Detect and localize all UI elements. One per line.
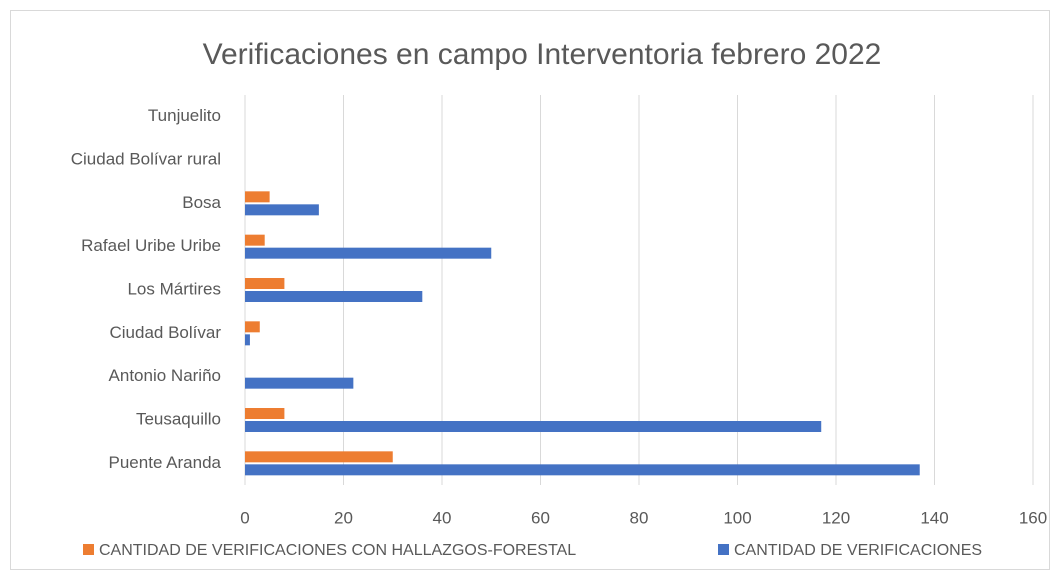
legend-swatch [83, 544, 94, 555]
bar [245, 234, 265, 246]
y-tick-label: Bosa [182, 193, 221, 212]
bar [245, 204, 319, 216]
y-tick-label: Rafael Uribe Uribe [81, 236, 221, 255]
bar [245, 334, 250, 346]
legend-label: CANTIDAD DE VERIFICACIONES CON HALLAZGOS… [99, 542, 576, 559]
chart-frame [10, 10, 1050, 570]
y-tick-label: Teusaquillo [136, 409, 221, 428]
bar [245, 377, 354, 389]
x-tick-label: 0 [240, 508, 249, 527]
x-tick-label: 20 [334, 508, 353, 527]
bar [245, 464, 920, 476]
bar [245, 191, 270, 203]
legend: CANTIDAD DE VERIFICACIONES CON HALLAZGOS… [83, 542, 982, 559]
y-tick-label: Puente Aranda [109, 453, 222, 472]
x-tick-label: 80 [630, 508, 649, 527]
chart-title: Verificaciones en campo Interventoria fe… [203, 38, 882, 71]
x-tick-label: 60 [531, 508, 550, 527]
y-tick-label: Tunjuelito [148, 106, 221, 125]
x-tick-label: 160 [1019, 508, 1047, 527]
bar [245, 247, 492, 259]
legend-label: CANTIDAD DE VERIFICACIONES [734, 542, 982, 559]
x-tick-label: 120 [822, 508, 850, 527]
bar [245, 291, 423, 302]
y-tick-label: Los Mártires [127, 279, 221, 298]
bar [245, 278, 285, 289]
bar [245, 408, 285, 419]
x-tick-label: 140 [920, 508, 948, 527]
legend-swatch [718, 544, 729, 555]
bar [245, 421, 822, 432]
bar [245, 451, 393, 463]
y-tick-label: Ciudad Bolívar [109, 323, 221, 342]
bar [245, 321, 260, 333]
y-tick-label: Ciudad Bolívar rural [71, 149, 221, 168]
x-tick-label: 100 [723, 508, 751, 527]
x-tick-label: 40 [433, 508, 452, 527]
y-tick-label: Antonio Nariño [109, 366, 221, 385]
